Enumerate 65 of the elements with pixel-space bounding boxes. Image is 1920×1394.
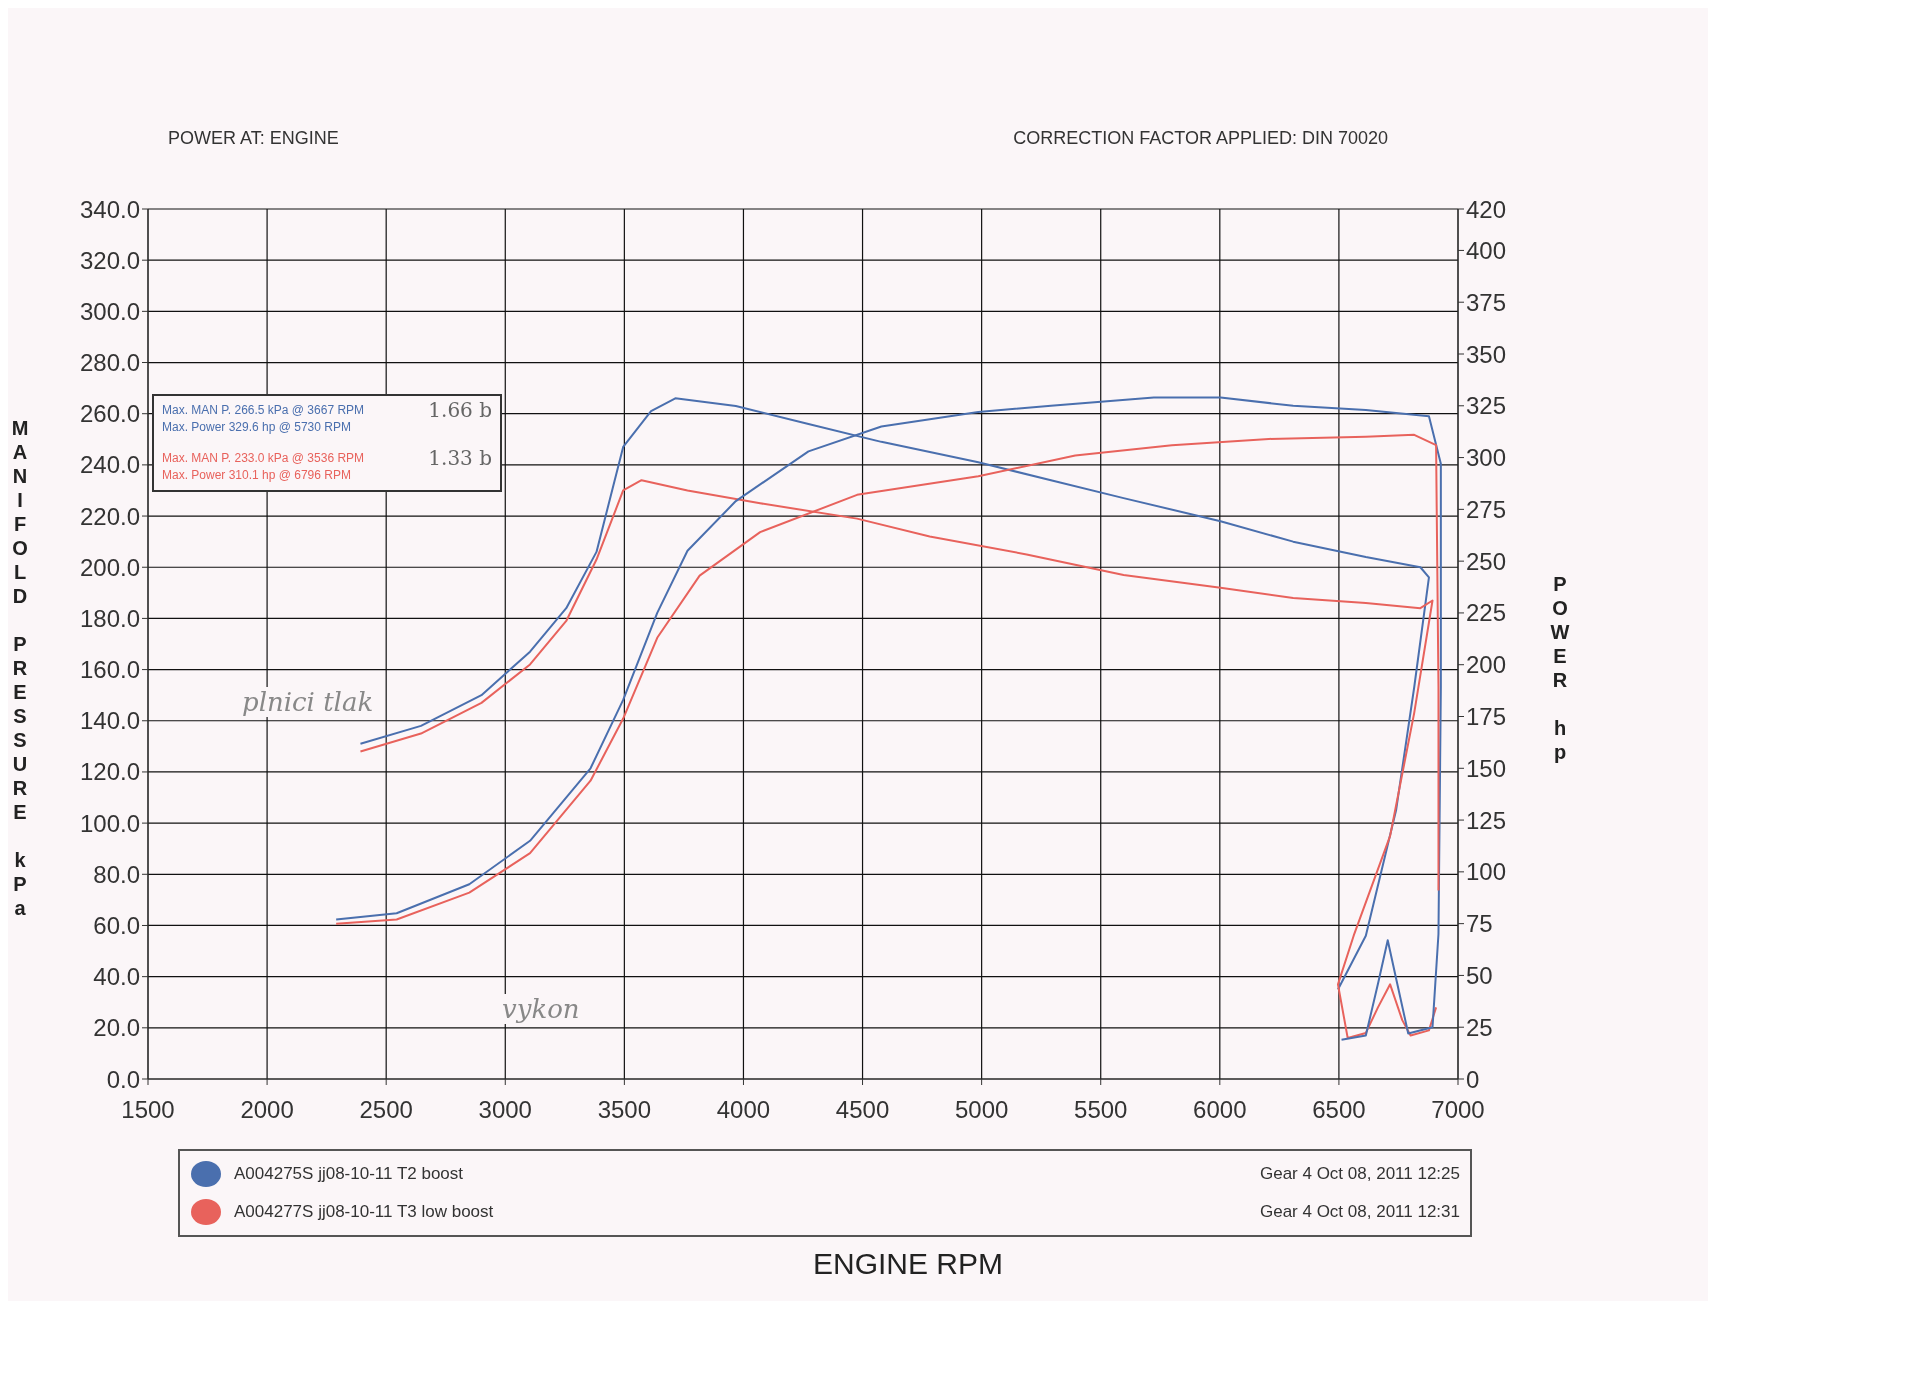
y-tick-label: 280.0 — [79, 349, 140, 377]
x-tick-label: 2500 — [359, 1096, 413, 1124]
y-tick-label: 260.0 — [79, 400, 140, 428]
x-tick-label: 3000 — [478, 1096, 532, 1124]
y-tick-label: 160.0 — [79, 656, 140, 684]
y-tick-label: 140.0 — [79, 707, 140, 735]
annotation: Max. MAN P. 233.0 kPa @ 3536 RPM — [162, 450, 365, 467]
y2-tick-label: 150 — [1466, 754, 1507, 782]
annotation: 1.66 b — [428, 398, 492, 424]
x-tick-label: 7000 — [1431, 1096, 1485, 1124]
x-tick-label: 2000 — [240, 1096, 294, 1124]
y2-tick-label: 420 — [1466, 195, 1507, 223]
y-tick-label: 240.0 — [79, 451, 140, 479]
text: Gear 4 Oct 08, 2011 12:25 — [1259, 1164, 1460, 1184]
x-tick-label: 5500 — [1074, 1096, 1128, 1124]
y-tick-label: 320.0 — [79, 246, 140, 274]
y-tick-label: 120.0 — [79, 758, 140, 786]
x-tick-label: 3500 — [597, 1096, 652, 1124]
x-tick-label: 6500 — [1312, 1096, 1366, 1124]
x-tick-label: 4500 — [835, 1096, 890, 1124]
x-tick-label: 4000 — [716, 1096, 771, 1124]
annotation: 1.33 b — [428, 446, 492, 472]
legend-label: A004277S jj08-10-11 T3 low boost — [234, 1202, 494, 1222]
legend-label: A004275S jj08-10-11 T2 boost — [234, 1164, 464, 1184]
x-axis-title: ENGINE RPM — [812, 1247, 1004, 1281]
text: POWER AT: ENGINE — [168, 128, 339, 149]
y2-tick-label: 75 — [1466, 910, 1493, 938]
y2-tick-label: 300 — [1466, 444, 1507, 472]
annotation: plnici tlak — [238, 687, 378, 717]
y2-tick-label: 25 — [1466, 1013, 1493, 1041]
y2-tick-label: 125 — [1466, 806, 1507, 834]
y-tick-label: 20.0 — [93, 1014, 140, 1042]
text: CORRECTION FACTOR APPLIED: DIN 70020 — [1013, 128, 1388, 149]
x-tick-label: 6000 — [1193, 1096, 1247, 1124]
y2-tick-label: 400 — [1466, 236, 1507, 264]
text: Gear 4 Oct 08, 2011 12:31 — [1259, 1202, 1460, 1222]
y2-tick-label: 350 — [1466, 340, 1507, 368]
x-tick-label: 5000 — [954, 1096, 1009, 1124]
y-axis-title: MANIFOLD PRESSURE kPa — [8, 417, 32, 921]
y-tick-label: 340.0 — [79, 195, 140, 223]
y-tick-label: 60.0 — [93, 911, 140, 939]
y-tick-label: 300.0 — [79, 297, 140, 325]
annotation: Max. Power 329.6 hp @ 5730 RPM — [162, 419, 352, 436]
y-tick-label: 40.0 — [93, 963, 140, 991]
y-tick-label: 220.0 — [79, 502, 140, 530]
y2-tick-label: 275 — [1466, 495, 1507, 523]
x-tick-label: 1500 — [121, 1096, 175, 1124]
y-tick-label: 180.0 — [79, 604, 140, 632]
annotation: Max. Power 310.1 hp @ 6796 RPM — [162, 467, 352, 484]
y2-tick-label: 225 — [1466, 599, 1507, 627]
y2-tick-label: 375 — [1466, 288, 1507, 316]
y2-tick-label: 250 — [1466, 547, 1507, 575]
annotation: vykon — [498, 994, 584, 1024]
annotation: Max. MAN P. 266.5 kPa @ 3667 RPM — [162, 402, 365, 419]
y-tick-label: 80.0 — [93, 860, 140, 888]
y2-tick-label: 175 — [1466, 703, 1507, 731]
y-tick-label: 100.0 — [79, 809, 140, 837]
y-tick-label: 0.0 — [106, 1065, 140, 1093]
y2-tick-label: 200 — [1466, 651, 1507, 679]
y2-tick-label: 100 — [1466, 858, 1507, 886]
y-tick-label: 200.0 — [79, 553, 140, 581]
y2-tick-label: 50 — [1466, 961, 1493, 989]
y2-axis-title: POWER hp — [1548, 573, 1572, 765]
y2-tick-label: 325 — [1466, 392, 1507, 420]
y2-tick-label: 0 — [1466, 1065, 1480, 1093]
